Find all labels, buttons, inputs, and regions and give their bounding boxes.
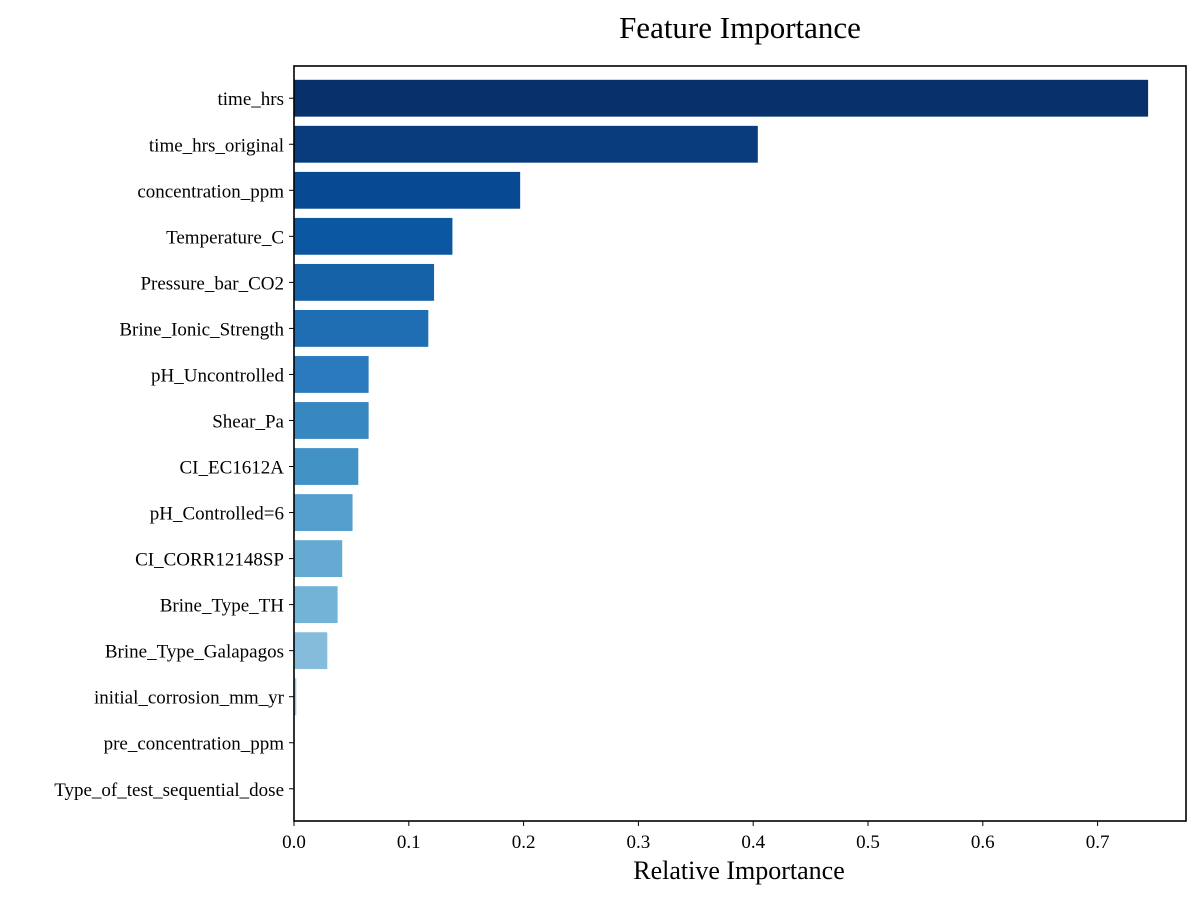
y-tick-label: time_hrs [218,89,285,110]
y-tick-label: Brine_Type_Galapagos [105,642,284,663]
x-tick-label: 0.2 [512,832,536,853]
bar-time-hrs-original [294,125,758,163]
x-tick-label: 0.6 [971,832,995,853]
bar-time-hrs [294,79,1149,117]
y-tick-label: pH_Controlled=6 [150,504,284,525]
y-tick-label: Brine_Ionic_Strength [119,319,284,340]
y-tick-label: CI_EC1612A [180,458,285,479]
x-axis-label: Relative Importance [633,856,845,885]
bar-brine-type-th [294,586,338,624]
x-tick-label: 0.1 [397,832,421,853]
y-tick-label: CI_CORR12148SP [135,550,284,571]
bar-pressure-bar-co2 [294,263,435,301]
x-tick-label: 0.5 [856,832,880,853]
bar-brine-type-galapagos [294,632,328,670]
plot-frame [293,65,1187,822]
y-tick-label: Type_of_test_sequential_dose [54,780,284,801]
bar-ph-controlled-6 [294,494,353,531]
bar-temperature-c [294,217,453,255]
y-axis-ticks: time_hrs time_hrs_original concentration_p… [54,89,294,801]
y-tick-label: pH_Uncontrolled [151,365,284,386]
bars-group [294,79,1149,716]
bar-concentration-ppm [294,171,521,209]
chart-title: Feature Importance [619,10,861,45]
bar-initial-corrosion-mm-yr [294,678,297,716]
x-tick-label: 0.7 [1086,832,1110,853]
bar-brine-ionic-strength [294,309,429,347]
y-tick-label: concentration_ppm [137,181,284,202]
bar-shear-pa [294,402,369,439]
y-tick-label: Pressure_bar_CO2 [140,273,284,294]
y-tick-label: time_hrs_original [149,135,284,156]
y-tick-label: Temperature_C [166,227,284,248]
x-tick-label: 0.4 [741,832,765,853]
y-tick-label: pre_concentration_ppm [104,734,285,755]
x-tick-label: 0.3 [627,832,651,853]
bar-ph-uncontrolled [294,356,369,393]
x-tick-label: 0.0 [282,832,306,853]
bar-ci-ec1612a [294,448,359,485]
y-tick-label: Brine_Type_TH [160,596,285,617]
y-tick-label: initial_corrosion_mm_yr [94,688,285,709]
bar-ci-corr12148sp [294,540,343,578]
x-axis-ticks: 0.0 0.1 0.2 0.3 0.4 0.5 0.6 0.7 [282,821,1109,853]
y-tick-label: Shear_Pa [212,411,284,432]
